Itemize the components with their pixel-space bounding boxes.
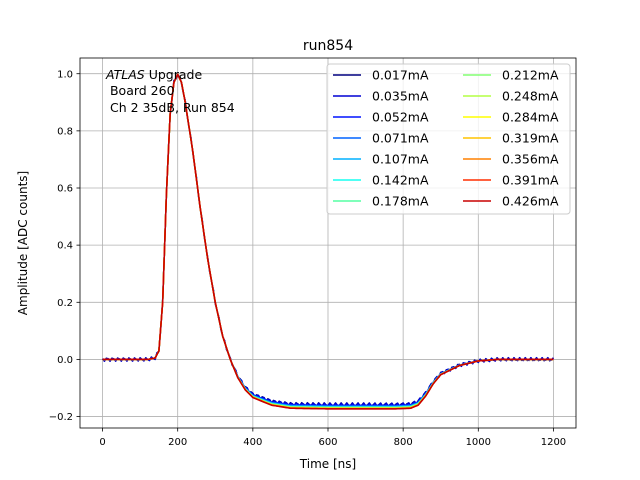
legend-label: 0.284mA [502, 110, 559, 125]
axis-ticks: 0 200 400 600 800 1000 1200 −0.2 0.0 0.2 0.4 0.6 0.8… [49, 69, 566, 448]
x-tick-label: 600 [318, 437, 337, 448]
y-tick-label: 0.2 [57, 298, 73, 309]
legend-label: 0.035mA [372, 89, 429, 104]
x-tick-label: 1000 [466, 437, 491, 448]
annotation-line-1: ATLAS Upgrade [105, 67, 202, 82]
legend-label: 0.426mA [502, 194, 559, 209]
x-tick-label: 400 [243, 437, 262, 448]
x-tick-label: 1200 [541, 437, 566, 448]
x-tick-label: 200 [168, 437, 187, 448]
x-axis-label: Time [ns] [299, 457, 356, 471]
legend-label: 0.212mA [502, 68, 559, 83]
legend-label: 0.356mA [502, 152, 559, 167]
y-tick-label: 0.6 [57, 184, 73, 195]
annotation: ATLAS Upgrade Board 260 Ch 2 35dB, Run 8… [105, 67, 235, 115]
annotation-line-2: Board 260 [106, 83, 175, 98]
legend-box [326, 63, 571, 215]
y-tick-label: 0.4 [57, 241, 73, 252]
legend-label: 0.178mA [372, 194, 429, 209]
annotation-line-3: Ch 2 35dB, Run 854 [106, 100, 235, 115]
chart-title: run854 [303, 38, 353, 54]
legend: 0.017mA 0.035mA 0.052mA 0.071mA 0.107mA 0.142… [326, 63, 571, 215]
annotation-atlas: ATLAS [105, 67, 145, 82]
legend-label: 0.052mA [372, 110, 429, 125]
legend-label: 0.071mA [372, 131, 429, 146]
legend-label: 0.017mA [372, 68, 429, 83]
y-tick-label: 0.0 [57, 355, 73, 366]
x-tick-label: 800 [394, 437, 413, 448]
y-axis-label: Amplitude [ADC counts] [16, 171, 30, 315]
y-tick-label: −0.2 [49, 412, 73, 423]
y-tick-label: 1.0 [57, 69, 73, 80]
legend-label: 0.107mA [372, 152, 429, 167]
annotation-upgrade: Upgrade [145, 67, 203, 82]
x-tick-label: 0 [99, 437, 105, 448]
series-line [102, 73, 554, 410]
y-tick-label: 0.8 [57, 126, 73, 137]
legend-label: 0.391mA [502, 173, 559, 188]
legend-label: 0.248mA [502, 89, 559, 104]
legend-label: 0.319mA [502, 131, 559, 146]
legend-label: 0.142mA [372, 173, 429, 188]
series-layer [101, 73, 555, 410]
